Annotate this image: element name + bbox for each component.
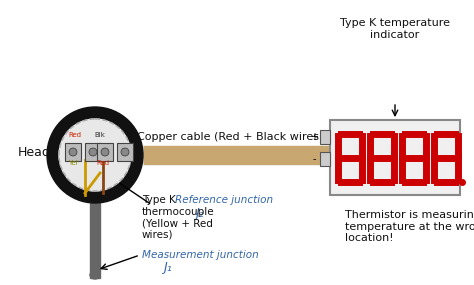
Text: Blk: Blk bbox=[94, 132, 105, 138]
Text: -: - bbox=[312, 154, 316, 164]
Text: Thermistor is measuring
temperature at the wrong
location!: Thermistor is measuring temperature at t… bbox=[345, 210, 474, 243]
Text: Measurement junction: Measurement junction bbox=[142, 250, 259, 260]
Text: J₁: J₁ bbox=[163, 260, 172, 274]
Text: Type K
thermocouple
(Yellow + Red
wires): Type K thermocouple (Yellow + Red wires) bbox=[142, 195, 215, 240]
Ellipse shape bbox=[90, 271, 100, 279]
Bar bbox=[330, 120, 460, 195]
Text: J₂: J₂ bbox=[195, 207, 204, 219]
Bar bbox=[85, 143, 101, 161]
Text: Head: Head bbox=[18, 146, 51, 158]
Text: Red: Red bbox=[69, 132, 82, 138]
Circle shape bbox=[121, 148, 129, 156]
Circle shape bbox=[89, 148, 97, 156]
Bar bbox=[65, 143, 81, 161]
Circle shape bbox=[101, 148, 109, 156]
Circle shape bbox=[47, 107, 143, 203]
Text: +: + bbox=[310, 132, 318, 142]
Text: Type K temperature
indicator: Type K temperature indicator bbox=[340, 18, 450, 40]
Bar bbox=[320, 152, 330, 166]
Bar bbox=[117, 143, 133, 161]
Circle shape bbox=[69, 148, 77, 156]
Text: Yel: Yel bbox=[68, 160, 78, 166]
Bar bbox=[90, 203, 100, 278]
Text: Red: Red bbox=[97, 160, 109, 166]
Bar bbox=[97, 143, 113, 161]
Text: Reference junction: Reference junction bbox=[175, 195, 273, 205]
Text: Copper cable (Red + Black wires): Copper cable (Red + Black wires) bbox=[137, 132, 323, 142]
Bar bbox=[320, 130, 330, 144]
Circle shape bbox=[59, 119, 131, 191]
